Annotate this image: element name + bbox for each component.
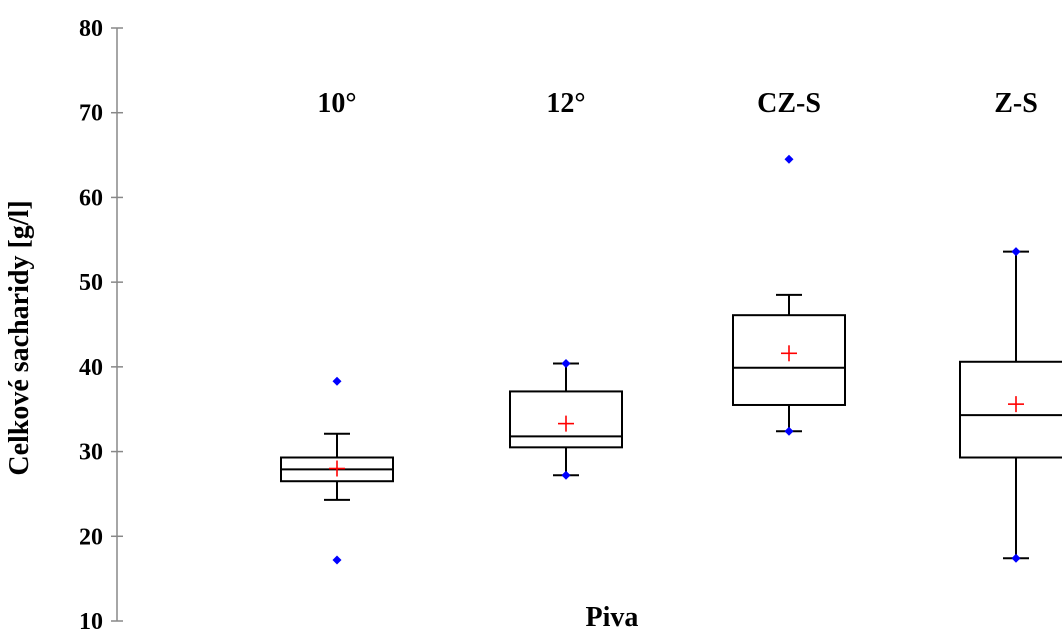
max-point bbox=[1011, 247, 1021, 257]
iqr-box bbox=[732, 314, 846, 406]
y-tick-label: 30 bbox=[79, 440, 103, 466]
y-tick-label: 40 bbox=[79, 355, 103, 381]
category-label: 12° bbox=[546, 88, 585, 119]
box-1: 10° bbox=[280, 88, 394, 565]
category-label: CZ-S bbox=[757, 88, 821, 119]
y-tick-label: 80 bbox=[79, 16, 103, 42]
y-tick-label: 20 bbox=[79, 524, 103, 550]
y-tick-label: 70 bbox=[79, 101, 103, 127]
y-tick-label: 10 bbox=[79, 609, 103, 635]
min-point bbox=[561, 470, 571, 480]
box-2: 12° bbox=[509, 88, 623, 480]
box-3: CZ-S bbox=[732, 88, 846, 436]
x-axis-label: Piva bbox=[586, 602, 639, 633]
box-series: 10° 12° CZ-S Z-S bbox=[280, 88, 1062, 565]
max-point bbox=[561, 358, 571, 368]
y-tick-label: 60 bbox=[79, 185, 103, 211]
min-point bbox=[1011, 553, 1021, 563]
max-point bbox=[332, 376, 342, 386]
category-label: 10° bbox=[317, 88, 356, 119]
iqr-box bbox=[509, 390, 623, 449]
y-axis-label: Celkové sacharidy [g/l] bbox=[4, 200, 35, 475]
y-tick-label: 50 bbox=[79, 270, 103, 296]
box-4: Z-S bbox=[959, 88, 1062, 563]
max-point bbox=[784, 154, 794, 164]
category-label: Z-S bbox=[994, 88, 1038, 119]
y-axis: 10 20 30 40 50 60 70 80 bbox=[79, 16, 123, 635]
min-point bbox=[332, 555, 342, 565]
min-point bbox=[784, 426, 794, 436]
iqr-box bbox=[959, 360, 1062, 459]
